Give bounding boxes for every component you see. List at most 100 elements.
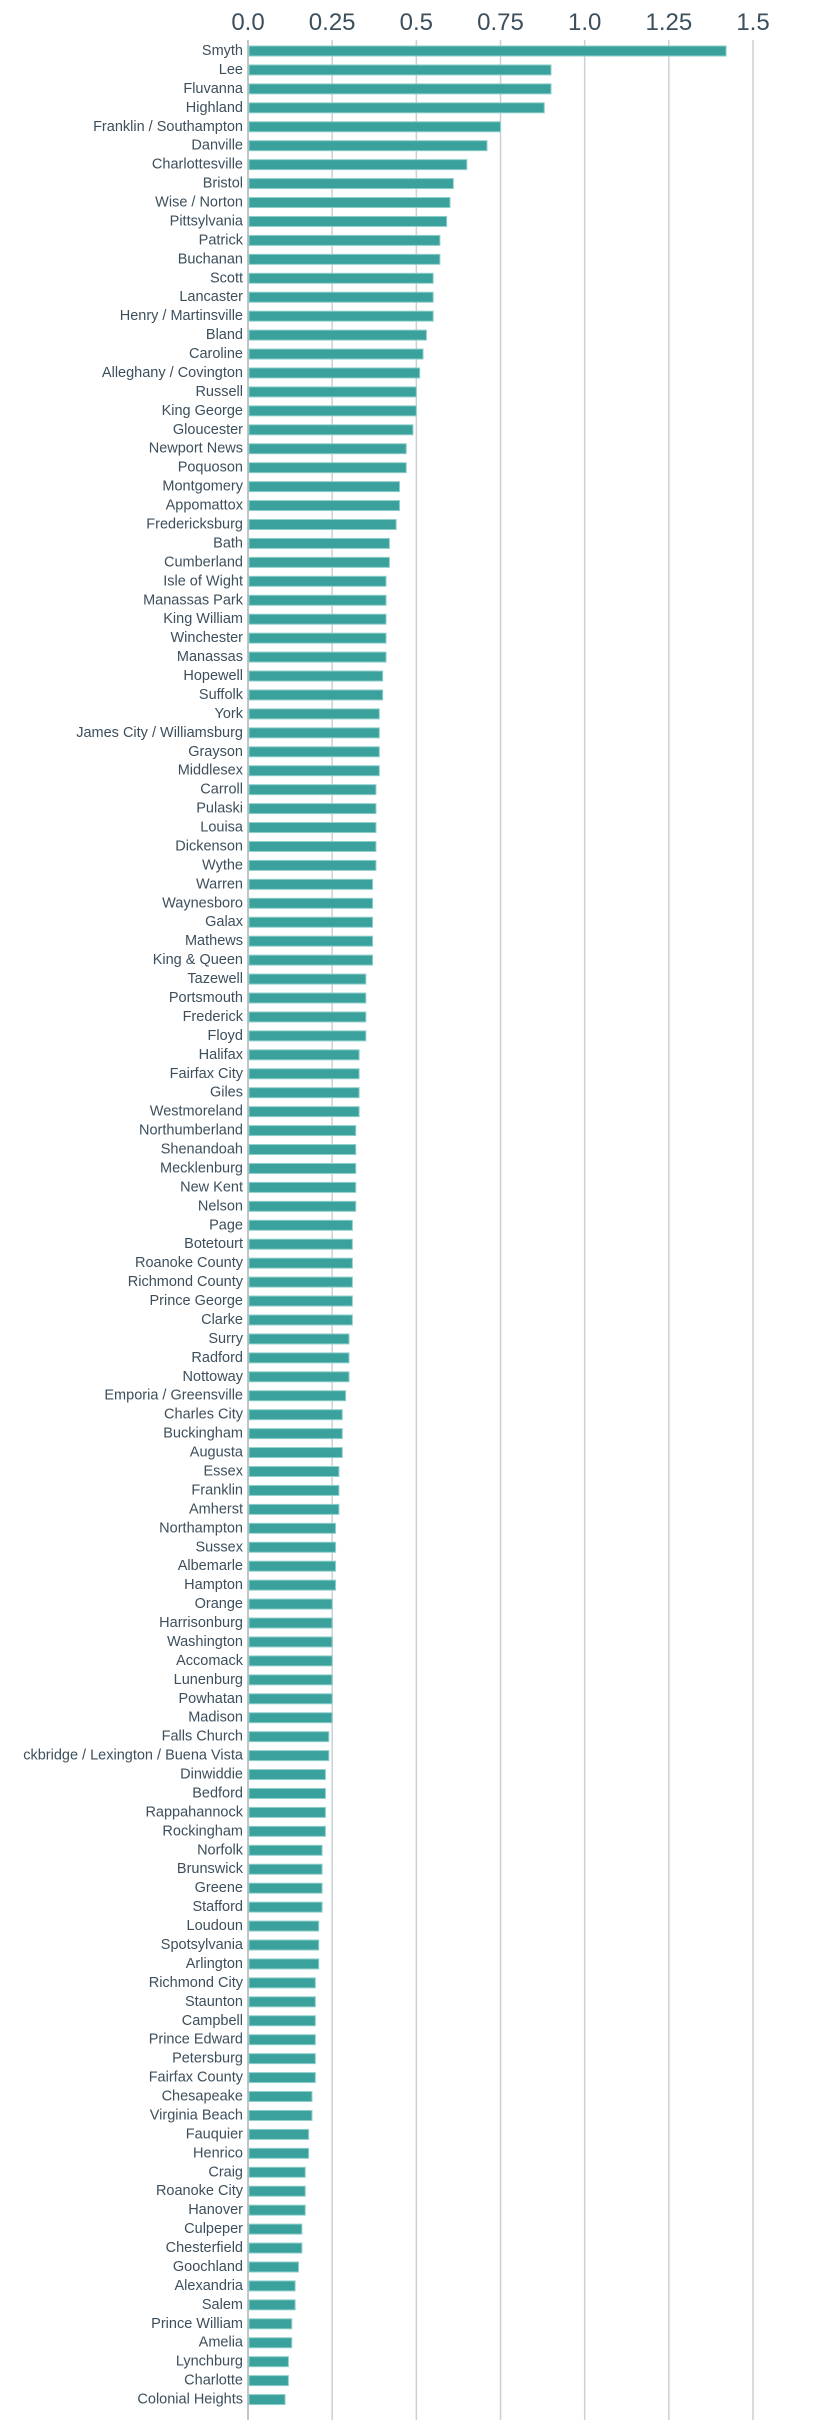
- bar: [248, 2166, 306, 2178]
- bar: [248, 272, 434, 284]
- bar: [248, 1750, 330, 1762]
- bar: [248, 1977, 316, 1989]
- bar: [248, 1200, 357, 1212]
- category-label: Essex: [204, 1464, 244, 1480]
- bar: [248, 1087, 360, 1099]
- category-label: Hampton: [184, 1577, 243, 1593]
- bar: [248, 64, 552, 76]
- bar: [248, 1409, 343, 1421]
- bar: [248, 1882, 323, 1894]
- bar: [248, 1920, 320, 1932]
- category-label: Gloucester: [173, 422, 243, 438]
- category-labels: Smyth Lee Fluvanna Highland Franklin / South…: [23, 43, 244, 2408]
- category-label: Emporia / Greensville: [104, 1388, 243, 1404]
- x-tick-label: 1.5: [736, 9, 769, 36]
- category-label: Dickenson: [175, 838, 243, 854]
- bar: [248, 45, 727, 57]
- bar: [248, 2318, 293, 2330]
- category-label: Fauquier: [186, 2126, 243, 2142]
- category-label: Lee: [219, 62, 243, 78]
- bar: [248, 1238, 353, 1250]
- bar: [248, 1333, 350, 1345]
- bar: [248, 1769, 326, 1781]
- bar: [248, 1068, 360, 1080]
- category-label: Fluvanna: [183, 81, 244, 97]
- category-label: Franklin / Southampton: [93, 119, 243, 135]
- bar: [248, 1181, 357, 1193]
- category-label: Grayson: [188, 744, 243, 760]
- category-label: Smyth: [202, 43, 243, 59]
- bar: [248, 1825, 326, 1837]
- category-label: Goochland: [173, 2259, 243, 2275]
- bar: [248, 1352, 350, 1364]
- x-tick-label: 0.25: [309, 9, 356, 36]
- category-label: Richmond County: [128, 1274, 244, 1290]
- category-label: Madison: [188, 1710, 243, 1726]
- bar: [248, 1598, 333, 1610]
- bar: [248, 784, 377, 796]
- category-label: King William: [163, 611, 243, 627]
- bar: [248, 1030, 367, 1042]
- category-label: Clarke: [201, 1312, 243, 1328]
- bar: [248, 878, 374, 890]
- category-label: Northumberland: [139, 1123, 243, 1139]
- category-label: Winchester: [170, 630, 243, 646]
- bar: [248, 1219, 353, 1231]
- bar: [248, 2261, 299, 2273]
- category-label: Portsmouth: [169, 990, 243, 1006]
- category-label: Pittsylvania: [170, 213, 244, 229]
- category-label: Brunswick: [177, 1861, 244, 1877]
- category-label: Floyd: [208, 1028, 243, 1044]
- bar: [248, 1674, 333, 1686]
- bar: [248, 367, 421, 379]
- bar: [248, 1257, 353, 1269]
- category-label: Suffolk: [199, 687, 244, 703]
- category-label: Wythe: [202, 857, 243, 873]
- bar: [248, 746, 380, 758]
- bar: [248, 140, 488, 152]
- bar: [248, 197, 451, 209]
- category-label: Roanoke City: [156, 2183, 244, 2199]
- category-label: Alleghany / Covington: [102, 365, 243, 381]
- bar: [248, 2356, 289, 2368]
- bar: [248, 613, 387, 625]
- category-label: Newport News: [149, 441, 243, 457]
- bar: [248, 234, 441, 246]
- bar: [248, 1276, 353, 1288]
- bar: [248, 1428, 343, 1440]
- category-label: Staunton: [185, 1994, 243, 2010]
- category-label: Chesterfield: [166, 2240, 243, 2256]
- bar: [248, 859, 377, 871]
- bar: [248, 1295, 353, 1307]
- bar: [248, 2109, 313, 2121]
- category-label: Fredericksburg: [146, 517, 243, 533]
- category-label: Washington: [167, 1634, 243, 1650]
- category-label: Hopewell: [183, 668, 243, 684]
- category-label: Craig: [208, 2164, 243, 2180]
- bar: [248, 1447, 343, 1459]
- category-label: King & Queen: [153, 952, 243, 968]
- bar: [248, 348, 424, 360]
- category-label: Campbell: [182, 2013, 243, 2029]
- category-label: Isle of Wight: [163, 573, 243, 589]
- bar: [248, 2375, 289, 2387]
- category-label: Arlington: [186, 1956, 243, 1972]
- category-label: Albemarle: [178, 1558, 243, 1574]
- category-label: Tazewell: [187, 971, 243, 987]
- category-label: Waynesboro: [162, 895, 243, 911]
- category-label: Cumberland: [164, 554, 243, 570]
- bar: [248, 1560, 337, 1572]
- category-label: King George: [162, 403, 243, 419]
- category-label: New Kent: [180, 1179, 243, 1195]
- category-label: Middlesex: [178, 763, 244, 779]
- bar: [248, 1314, 353, 1326]
- category-label: Charlotte: [184, 2373, 243, 2389]
- category-label: Lynchburg: [176, 2354, 243, 2370]
- bar: [248, 83, 552, 95]
- category-label: Radford: [191, 1350, 243, 1366]
- x-tick-label: 1.0: [568, 9, 601, 36]
- category-label: Accomack: [176, 1653, 244, 1669]
- category-label: Scott: [210, 270, 243, 286]
- category-label: Charles City: [164, 1407, 244, 1423]
